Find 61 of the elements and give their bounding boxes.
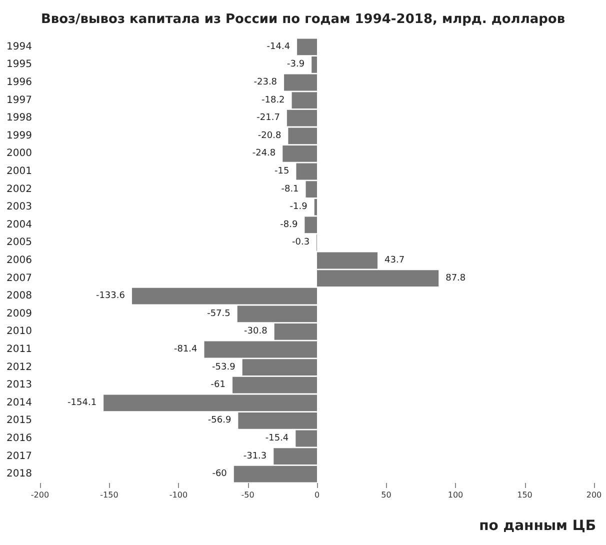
y-tick-label: 2014 (6, 397, 32, 408)
y-tick-label: 1999 (6, 130, 32, 142)
y-tick-label: 2018 (6, 468, 32, 480)
data-label: -14.4 (266, 42, 290, 52)
data-label: -56.9 (208, 416, 232, 426)
y-tick-label: 2002 (6, 184, 32, 195)
y-tick-label: 2003 (6, 202, 32, 213)
x-tick-label: 200 (586, 490, 602, 500)
data-label: -21.7 (256, 113, 280, 124)
y-tick-label: 2000 (6, 148, 32, 160)
data-label: -30.8 (244, 326, 268, 337)
x-tick-label: -50 (241, 490, 254, 500)
y-tick-label: 2011 (6, 344, 32, 355)
data-label: -20.8 (258, 130, 282, 141)
y-tick-label: 1996 (6, 77, 32, 88)
data-label: -31.3 (243, 451, 267, 462)
data-label: -0.3 (292, 238, 310, 248)
data-label: -3.9 (287, 60, 305, 70)
x-tick-label: -100 (169, 490, 188, 500)
data-label: -24.8 (252, 148, 276, 159)
data-label: -154.1 (68, 398, 97, 408)
data-label: -15 (274, 166, 290, 176)
x-tick-label: 0 (314, 490, 320, 500)
data-label: 43.7 (384, 256, 405, 266)
x-tick-label: 50 (381, 490, 392, 500)
y-tick-label: 2005 (6, 237, 32, 248)
chart-title: Ввоз/вывоз капитала из России по годам 1994-2018, млрд. долларов (40, 12, 566, 27)
y-tick-label: 2006 (6, 255, 32, 266)
data-label: -1.9 (290, 202, 308, 212)
data-label: -61 (210, 380, 226, 390)
x-tick-label: -200 (30, 490, 50, 500)
y-tick-label: 2016 (6, 433, 32, 444)
y-tick-label: 1998 (6, 112, 32, 124)
y-tick-label: 2007 (6, 272, 32, 284)
y-tick-label: 1994 (6, 41, 32, 52)
y-tick-label: 2015 (6, 415, 32, 426)
data-label: -60 (212, 469, 228, 480)
data-label: -18.2 (261, 95, 285, 106)
y-tick-label: 2013 (6, 380, 32, 391)
data-label: -8.9 (280, 220, 298, 230)
data-label: -57.5 (207, 308, 230, 319)
y-tick-label: 2017 (6, 450, 32, 462)
y-tick-label: 2004 (6, 219, 32, 230)
data-label: -81.4 (174, 344, 198, 354)
y-tick-label: 2009 (6, 308, 32, 320)
x-tick-label: 100 (448, 490, 464, 500)
data-label: -8.1 (281, 184, 299, 194)
y-tick-label: 2010 (6, 326, 32, 338)
text: по данным ЦБ (479, 518, 596, 534)
data-label: -23.8 (254, 78, 278, 88)
y-tick-label: 1995 (6, 59, 32, 70)
x-tick-label: 150 (517, 490, 532, 500)
y-tick-label: 2008 (6, 290, 32, 302)
data-label: -15.4 (265, 434, 289, 444)
y-tick-label: 2001 (6, 166, 32, 177)
data-label: 87.8 (446, 273, 466, 284)
y-tick-label: 2012 (6, 362, 32, 373)
y-tick-label: 1997 (6, 94, 32, 106)
data-label: -53.9 (212, 362, 236, 372)
data-label: -133.6 (96, 291, 126, 302)
x-tick-label: -150 (100, 490, 118, 500)
